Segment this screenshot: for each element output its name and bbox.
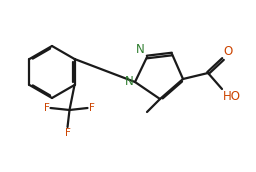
Text: N: N xyxy=(125,75,134,88)
Text: F: F xyxy=(65,128,70,138)
Text: HO: HO xyxy=(222,89,240,103)
Text: F: F xyxy=(89,103,94,112)
Text: N: N xyxy=(136,43,145,56)
Text: O: O xyxy=(223,45,233,58)
Text: F: F xyxy=(44,103,49,112)
